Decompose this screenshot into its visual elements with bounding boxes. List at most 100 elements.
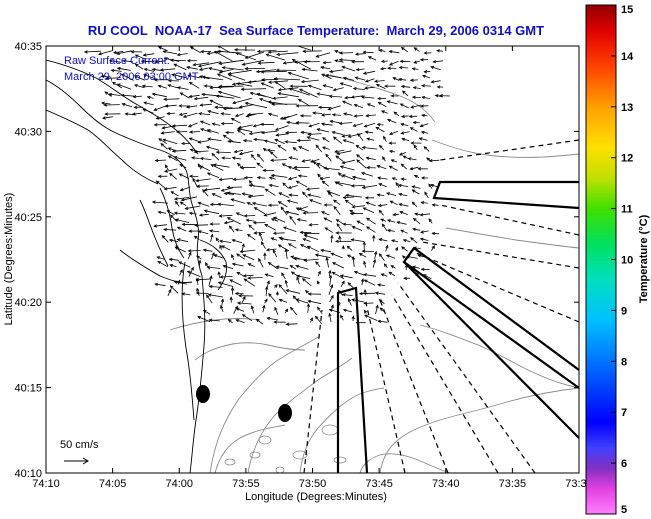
current-vector [226,185,243,190]
current-vector [265,248,277,252]
current-vector [439,94,451,98]
current-vector [176,226,187,232]
current-vector [278,192,290,198]
current-vector [291,58,311,70]
current-vector [376,193,385,197]
current-vector [413,60,420,64]
current-vector [431,245,435,251]
current-vector [209,86,219,90]
current-vector [310,158,320,163]
current-vector [336,150,352,155]
current-vector [374,291,386,295]
current-vector [220,121,234,126]
current-vector [430,80,441,84]
colorbar-ticks: 15 14 13 12 11 10 9 8 7 6 5 [611,4,634,516]
current-vector [187,122,198,128]
current-vector [320,66,331,70]
current-vector [324,227,333,233]
current-vector [380,218,387,222]
coastline [46,59,227,473]
current-vector [421,113,428,118]
current-vector [320,248,332,253]
current-vector [108,92,121,97]
current-vector [378,253,385,262]
current-vector [164,164,169,171]
current-vector [411,95,421,99]
current-vector [331,113,342,117]
current-vector [260,241,266,249]
current-vector [272,216,286,223]
current-vector [292,147,298,152]
current-vector [230,286,235,295]
current-vector [388,271,396,277]
current-vector [187,74,201,79]
current-vector [168,238,178,243]
current-vector [218,214,233,218]
current-vector [202,248,213,252]
annotation-line1: Raw Surface Current: [64,55,170,67]
current-vector [326,190,341,197]
bathymetry-blob [275,466,285,473]
current-vector [366,217,376,225]
current-vector [268,183,279,188]
current-vector [342,139,355,144]
current-vector [389,130,398,135]
current-vector [264,273,274,278]
current-vector [217,271,221,278]
current-vector [197,163,202,170]
current-vector [402,239,411,243]
current-vector [400,85,411,89]
current-vector [167,288,172,296]
current-vector [262,304,266,313]
current-vector [400,131,410,135]
current-vector [364,309,368,314]
current-vector [387,66,397,70]
scale-label: 50 cm/s [60,439,99,451]
current-vector [341,174,356,181]
current-vector [296,138,311,143]
current-vector [146,95,154,100]
current-vector [244,101,268,109]
current-vector [221,156,231,160]
current-vector [411,67,419,71]
current-vector [355,67,365,72]
current-vector [376,96,387,101]
current-vector [334,59,344,63]
coastline-segment [189,275,206,473]
current-vector [342,308,353,313]
figure-title: RU COOL NOAA-17 Sea Surface Temperature:… [88,23,544,38]
current-vector [285,289,300,294]
current-vector [352,123,363,127]
current-vector [267,203,279,207]
x-tick-label: 73:55 [232,478,260,490]
current-vector [163,186,177,191]
current-vector [276,52,299,57]
current-vector [393,111,400,117]
current-vector [236,271,245,277]
annotation-line2: March 29, 2006 03:00 GMT [64,71,199,83]
current-vector [277,92,299,98]
current-vector [335,155,344,162]
current-vector [241,192,253,197]
current-vector [421,95,431,100]
bathymetry-line [194,342,306,361]
current-vector [362,50,374,54]
current-vector [316,92,331,97]
current-vector [241,314,253,322]
mask-wedge-southeast-inner [403,261,579,439]
current-vector [400,177,407,181]
current-vector [207,110,219,115]
current-vector [306,136,320,141]
current-vector [170,214,178,222]
current-vector [274,125,289,131]
current-vector [358,253,367,258]
current-vector [256,176,266,180]
current-vector [230,117,241,124]
current-vector [273,320,286,324]
current-vector [188,229,199,233]
current-vector [203,209,220,215]
current-vector [408,114,418,119]
bathymetry-line [214,424,286,473]
current-vector [372,234,376,242]
current-vector [290,271,298,277]
